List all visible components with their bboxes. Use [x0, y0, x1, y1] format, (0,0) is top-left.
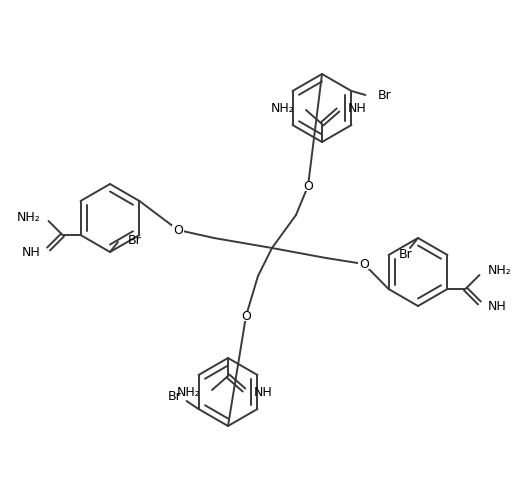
Text: Br: Br — [399, 248, 413, 260]
Text: NH₂: NH₂ — [177, 385, 201, 398]
Text: NH: NH — [254, 385, 273, 398]
Text: NH: NH — [348, 102, 367, 115]
Text: O: O — [303, 179, 313, 193]
Bar — [358, 259, 370, 269]
Text: Br: Br — [168, 390, 181, 403]
Bar — [302, 181, 314, 191]
Bar — [172, 225, 184, 235]
Text: O: O — [241, 309, 251, 323]
Bar — [240, 311, 252, 321]
Text: Br: Br — [377, 89, 391, 102]
Text: Br: Br — [128, 234, 142, 247]
Text: NH₂: NH₂ — [271, 102, 295, 115]
Text: NH₂: NH₂ — [17, 211, 40, 224]
Text: NH: NH — [22, 247, 40, 259]
Text: O: O — [359, 257, 369, 270]
Text: NH₂: NH₂ — [487, 264, 511, 277]
Text: NH: NH — [487, 300, 506, 314]
Text: O: O — [173, 224, 183, 237]
